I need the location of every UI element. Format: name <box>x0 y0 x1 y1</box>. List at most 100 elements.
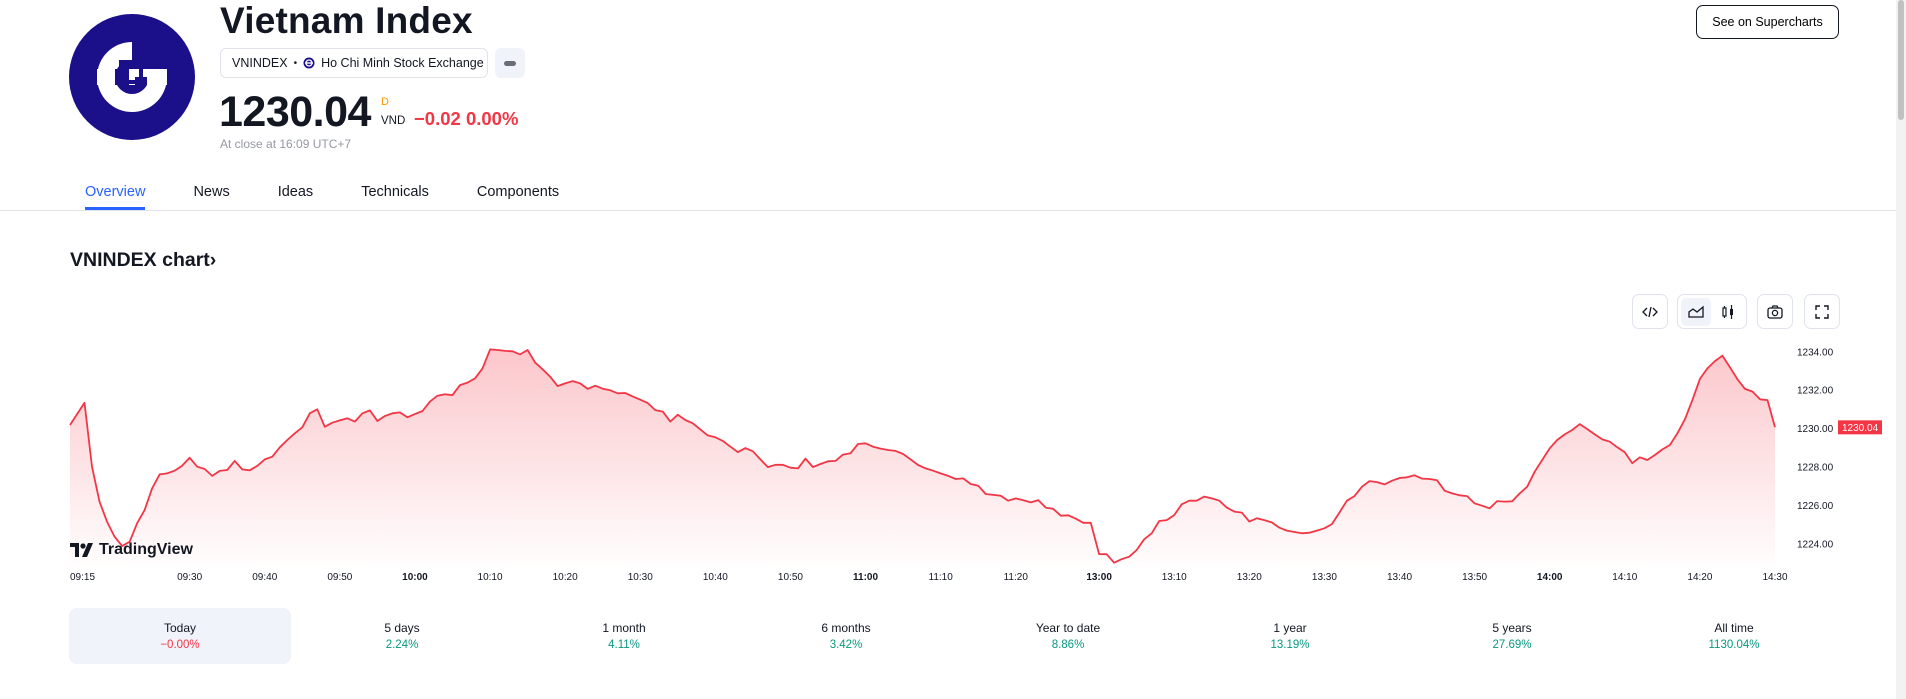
y-tick-label: 1234.00 <box>1797 347 1834 358</box>
x-tick-label: 13:20 <box>1237 572 1262 583</box>
x-tick-label: 10:50 <box>778 572 803 583</box>
price-chart[interactable]: 1234.00 1232.00 1230.00 1228.00 1226.00 1224.… <box>0 330 1906 590</box>
x-tick-label: 13:10 <box>1162 572 1187 583</box>
see-on-supercharts-button[interactable]: See on Supercharts <box>1696 5 1839 39</box>
tab-bar: Overview News Ideas Technicals Component… <box>85 184 607 210</box>
fullscreen-icon <box>1815 304 1829 319</box>
x-tick-label: 14:20 <box>1687 572 1712 583</box>
period-change: 13.19% <box>1270 639 1310 651</box>
tradingview-logo-icon <box>70 543 93 557</box>
page-scrollbar[interactable] <box>1896 0 1906 699</box>
candles-icon <box>1722 304 1733 319</box>
vnindex-logo <box>69 14 195 140</box>
x-tick-label: 11:10 <box>929 572 954 583</box>
chart-title-text: VNINDEX chart <box>70 249 210 271</box>
symbol-label: VNINDEX <box>232 56 288 70</box>
x-tick-label: 09:30 <box>177 572 202 583</box>
x-tick-label: 10:30 <box>628 572 653 583</box>
delayed-flag: D <box>381 96 389 108</box>
last-price: 1230.04 <box>219 88 371 136</box>
period-all-time[interactable]: All time 1130.04% <box>1623 608 1845 664</box>
period-1-month[interactable]: 1 month 4.11% <box>513 608 735 664</box>
candles-style-button[interactable] <box>1713 298 1743 326</box>
last-price-label: 1230.04 <box>1842 423 1879 434</box>
more-button[interactable] <box>495 48 525 78</box>
tab-news[interactable]: News <box>193 184 230 200</box>
embed-button[interactable] <box>1632 294 1668 329</box>
tab-technicals[interactable]: Technicals <box>361 184 429 200</box>
x-tick-label: 14:00 <box>1537 572 1563 583</box>
x-tick-label: 11:20 <box>1004 572 1029 583</box>
embed-code-icon <box>1642 306 1658 317</box>
x-tick-label: 09:15 <box>70 572 95 583</box>
period-label: Today <box>163 621 197 635</box>
area-chart-icon <box>1688 305 1704 318</box>
close-time: At close at 16:09 UTC+7 <box>220 137 352 151</box>
y-tick-label: 1228.00 <box>1797 463 1834 474</box>
period-label: 5 days <box>384 621 420 635</box>
period-change: 1130.04% <box>1708 639 1760 651</box>
last-price-marker <box>1838 420 1882 435</box>
chart-style-toggle[interactable] <box>1677 294 1747 329</box>
tab-ideas[interactable]: Ideas <box>277 184 314 200</box>
x-tick-label: 14:10 <box>1612 572 1637 583</box>
tradingview-brand[interactable]: TradingView <box>70 541 193 559</box>
symbol-exchange-badge[interactable]: VNINDEX • Ho Chi Minh Stock Exchange <box>220 48 488 78</box>
period-year-to-date[interactable]: Year to date 8.86% <box>957 608 1179 664</box>
x-tick-label: 10:10 <box>478 572 503 583</box>
y-tick-label: 1224.00 <box>1797 539 1834 550</box>
area-style-button[interactable] <box>1681 297 1711 326</box>
period-label: 6 months <box>821 621 871 635</box>
price-change: −0.02 0.00% <box>414 108 519 129</box>
x-tick-label: 13:30 <box>1312 572 1337 583</box>
period-change: 8.86% <box>1051 639 1085 651</box>
x-tick-label: 14:30 <box>1762 572 1787 583</box>
period-change: 27.69% <box>1492 639 1532 651</box>
area-fill <box>70 349 1775 565</box>
y-tick-label: 1230.00 <box>1797 424 1834 435</box>
tab-overview[interactable]: Overview <box>85 184 146 210</box>
period-5-days[interactable]: 5 days 2.24% <box>291 608 513 664</box>
x-tick-label: 10:20 <box>553 572 578 583</box>
period-1-year[interactable]: 1 year 13.19% <box>1179 608 1401 664</box>
period-label: 5 years <box>1492 621 1532 635</box>
x-tick-label: 10:40 <box>703 572 728 583</box>
period-6-months[interactable]: 6 months 3.42% <box>735 608 957 664</box>
period-label: All time <box>1714 621 1754 635</box>
exchange-label: Ho Chi Minh Stock Exchange <box>321 56 484 70</box>
chevron-right-icon: › <box>209 249 217 271</box>
period-label: 1 year <box>1273 621 1307 635</box>
scrollbar-thumb[interactable] <box>1898 0 1904 120</box>
y-tick-label: 1226.00 <box>1797 501 1834 512</box>
period-5-years[interactable]: 5 years 27.69% <box>1401 608 1623 664</box>
period-performance-bar: Today −0.00% 5 days 2.24% 1 month 4.11% 6 mont… <box>69 608 1845 664</box>
currency-label: VND <box>381 115 406 127</box>
x-tick-label: 11:00 <box>853 572 878 583</box>
exchange-icon <box>303 57 315 69</box>
period-change: −0.00% <box>160 639 200 651</box>
x-tick-label: 13:40 <box>1387 572 1412 583</box>
minus-icon <box>504 60 516 66</box>
tradingview-brand-text: TradingView <box>99 541 193 558</box>
period-change: 3.42% <box>829 639 863 651</box>
period-label: 1 month <box>602 621 646 635</box>
period-label: Year to date <box>1035 621 1101 635</box>
x-tick-label: 09:40 <box>252 572 277 583</box>
fullscreen-button[interactable] <box>1804 294 1840 329</box>
period-today[interactable]: Today −0.00% <box>69 608 291 664</box>
page-title: Vietnam Index <box>220 0 473 41</box>
tab-components[interactable]: Components <box>476 184 560 200</box>
x-tick-label: 13:50 <box>1462 572 1487 583</box>
x-tick-label: 09:50 <box>327 572 352 583</box>
camera-icon <box>1767 304 1783 319</box>
separator-dot: • <box>293 57 298 69</box>
x-tick-label: 10:00 <box>402 572 428 583</box>
y-tick-label: 1232.00 <box>1797 386 1834 397</box>
snapshot-button[interactable] <box>1757 294 1793 329</box>
chart-title-link[interactable]: VNINDEX chart› <box>70 249 216 272</box>
tab-divider <box>0 210 1896 211</box>
x-tick-label: 13:00 <box>1086 572 1112 583</box>
period-change: 2.24% <box>385 639 419 651</box>
price-line <box>69 348 1776 564</box>
period-change: 4.11% <box>608 639 640 651</box>
